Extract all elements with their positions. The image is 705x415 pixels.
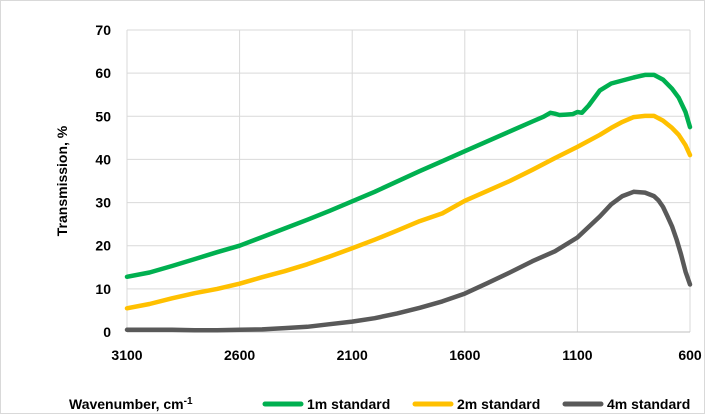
legend-label-1: 1m standard (307, 396, 390, 412)
series-line-3 (124, 189, 693, 333)
x-axis-title-text: Wavenumber, cm (69, 396, 184, 412)
x-tick-label-3: 1600 (449, 347, 480, 363)
legend-label-3: 4m standard (607, 396, 690, 412)
x-axis-title: Wavenumber, cm-1 (69, 396, 193, 412)
y-tick-label-4: 40 (95, 151, 111, 167)
y-tick-label-3: 30 (95, 195, 111, 211)
y-tick-label-1: 10 (95, 281, 111, 297)
y-tick-label-7: 70 (95, 22, 111, 38)
x-axis-title-superscript: -1 (184, 396, 193, 407)
y-tick-label-0: 0 (103, 324, 111, 340)
y-tick-label-5: 50 (95, 108, 111, 124)
y-tick-label-2: 20 (95, 238, 111, 254)
x-tick-label-4: 1100 (562, 347, 593, 363)
x-tick-label-5: 600 (678, 347, 702, 363)
legend-label-2: 2m standard (457, 396, 540, 412)
series-lines (124, 72, 693, 333)
tick-labels: 0 10 20 30 40 50 60 70 3100 2600 2100 1600 1100 600 (95, 22, 701, 363)
y-axis-title: Transmission, % (54, 125, 70, 236)
x-tick-label-1: 2600 (224, 347, 255, 363)
series-line-1 (124, 72, 693, 280)
y-tick-label-6: 60 (95, 65, 111, 81)
x-tick-label-2: 2100 (337, 347, 368, 363)
legend: 1m standard 2m standard 4m standard (262, 396, 690, 412)
x-tick-label-0: 3100 (111, 347, 142, 363)
series-line-2 (124, 113, 693, 311)
gridlines (126, 29, 691, 333)
